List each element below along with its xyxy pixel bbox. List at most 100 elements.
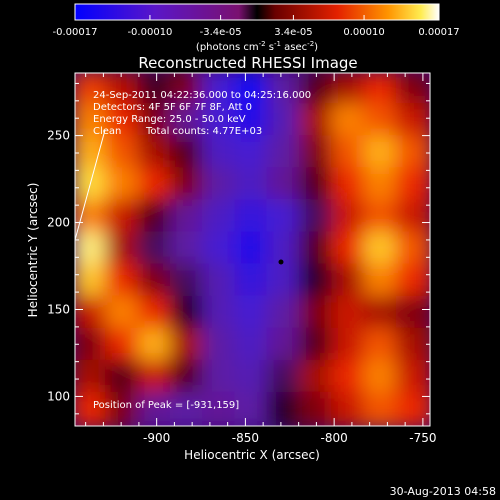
heatmap-cell [298,263,336,300]
heatmap-cell [363,263,400,300]
heatmap-cell [234,391,271,426]
heatmap-cell [202,263,239,300]
heatmap-cell [169,135,207,172]
heatmap-cell [202,167,239,204]
heatmap-cell [105,167,142,204]
y-tick-label: 200 [47,216,70,230]
heatmap-cell [234,199,271,236]
heatmap-cell [266,263,303,300]
heatmap-cell [395,103,430,140]
heatmap-cell [169,295,207,332]
y-tick-label: 250 [47,129,70,143]
heatmap-cell [234,231,271,268]
annotation-time: 24-Sep-2011 04:22:36.000 to 04:25:16.000 [93,90,311,101]
colorbar-gradient [74,3,440,21]
heatmap-cell [266,391,303,426]
heatmap-cell [75,359,110,396]
heatmap-cell [331,391,368,426]
heatmap-cell [331,295,368,332]
heatmap-cell [137,327,174,364]
heatmap-cell [137,103,174,140]
heatmap-cell [331,199,368,236]
heatmap-cell [169,263,207,300]
colorbar-tick-label: 3.4e-05 [274,27,312,38]
heatmap-cell [331,359,368,396]
plot-frame [74,72,431,427]
colorbar-tick-label: 0.00017 [418,27,459,38]
heatmap-cell [105,391,142,426]
heatmap-cell [266,327,303,364]
colorbar-ticks [74,15,440,20]
heatmap-cell [169,391,207,426]
heatmap-cell [75,391,110,426]
footer-date: 30-Aug-2013 04:58 [390,485,496,498]
heatmap-cell [298,135,336,172]
y-tick-label: 150 [47,302,70,316]
heatmap-cell [363,103,400,140]
heatmap-cell [105,359,142,396]
heatmap-cell [395,327,430,364]
heatmap-cell [331,135,368,172]
y-axis: 100 150 200 250 [47,82,430,415]
heatmap-cell [266,359,303,396]
heatmap-cell [105,295,142,332]
colorbar-tick-label: 0.00010 [343,27,384,38]
heatmap-cell [266,295,303,332]
annotation-peak: Position of Peak = [-931,159] [93,400,239,411]
heatmap-cell [363,135,400,172]
annotation-clean: Clean [93,126,121,137]
heatmap-cell [105,263,142,300]
heatmap-cell [395,263,430,300]
heatmap-cell [202,231,239,268]
heatmap-cell [331,263,368,300]
heatmap-cell [266,167,303,204]
heatmap-cell [363,359,400,396]
heatmap-cell [75,103,110,140]
heatmap-cell [266,73,303,108]
x-tick-label: -850 [232,431,259,445]
heatmap-cell [105,73,142,108]
peak-marker [278,259,284,265]
heatmap-cell [137,295,174,332]
limb-line [75,129,106,241]
heatmap-cell [234,327,271,364]
heatmap-cell [169,199,207,236]
heatmap-cell [331,327,368,364]
heatmap-cell [137,359,174,396]
heatmap-cell [395,359,430,396]
heatmap-cell [298,199,336,236]
heatmap-cell [169,103,207,140]
x-tick-label: -750 [409,431,436,445]
heatmap-cell [298,231,336,268]
heatmap-cell [75,73,110,108]
y-tick-label: 100 [47,389,70,403]
heatmap-cell [266,135,303,172]
heatmap-cell [75,135,110,172]
heatmap-cell [298,103,336,140]
heatmap-cell [202,135,239,172]
heatmap-cell [395,199,430,236]
heatmap-cell [202,391,239,426]
heatmap-cell [363,391,400,426]
heatmap-cell [363,231,400,268]
heatmap-cell [169,231,207,268]
annotation-detectors: Detectors: 4F 5F 6F 7F 8F, Att 0 [93,102,252,113]
heatmap-cells [75,73,430,426]
heatmap-cell [137,167,174,204]
heatmap-cell [75,167,110,204]
heatmap-cell [202,73,239,108]
heatmap-cell [75,263,110,300]
colorbar-tick-label: -0.00010 [127,27,172,38]
heatmap-cell [234,135,271,172]
heatmap-cell [137,199,174,236]
heatmap-cell [395,73,430,108]
heatmap-cell [234,295,271,332]
heatmap-cell [298,327,336,364]
heatmap-cell [105,199,142,236]
heatmap-cell [234,167,271,204]
annotations: 24-Sep-2011 04:22:36.000 to 04:25:16.000… [93,90,311,411]
x-tick-label: -800 [321,431,348,445]
heatmap-cell [234,263,271,300]
heatmap-cell [331,231,368,268]
